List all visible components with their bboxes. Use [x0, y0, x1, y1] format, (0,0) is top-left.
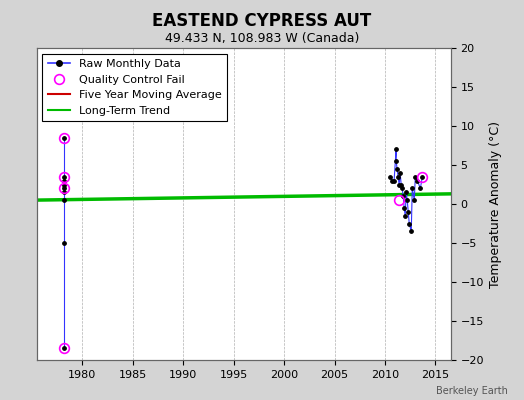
- Point: [392, 158, 400, 164]
- Point: [392, 146, 400, 152]
- Point: [60, 174, 69, 180]
- Point: [60, 181, 69, 188]
- Text: 49.433 N, 108.983 W (Canada): 49.433 N, 108.983 W (Canada): [165, 32, 359, 45]
- Point: [397, 181, 406, 188]
- Point: [413, 178, 421, 184]
- Point: [403, 197, 411, 203]
- Point: [407, 228, 416, 234]
- Point: [393, 166, 401, 172]
- Point: [402, 189, 410, 196]
- Point: [418, 174, 427, 180]
- Point: [395, 181, 403, 188]
- Point: [404, 209, 412, 215]
- Point: [396, 170, 405, 176]
- Point: [399, 193, 407, 199]
- Point: [400, 205, 408, 211]
- Y-axis label: Temperature Anomaly (°C): Temperature Anomaly (°C): [489, 120, 503, 288]
- Point: [60, 197, 69, 203]
- Point: [410, 197, 419, 203]
- Point: [60, 345, 69, 352]
- Point: [390, 178, 398, 184]
- Point: [386, 174, 394, 180]
- Point: [401, 212, 409, 219]
- Point: [405, 220, 413, 227]
- Point: [394, 174, 402, 180]
- Legend: Raw Monthly Data, Quality Control Fail, Five Year Moving Average, Long-Term Tren: Raw Monthly Data, Quality Control Fail, …: [42, 54, 227, 121]
- Point: [416, 185, 424, 192]
- Point: [411, 174, 420, 180]
- Point: [60, 134, 69, 141]
- Point: [388, 178, 396, 184]
- Point: [60, 240, 69, 246]
- Text: EASTEND CYPRESS AUT: EASTEND CYPRESS AUT: [152, 12, 372, 30]
- Point: [60, 178, 69, 184]
- Point: [398, 185, 407, 192]
- Text: Berkeley Earth: Berkeley Earth: [436, 386, 508, 396]
- Point: [60, 189, 69, 196]
- Point: [60, 185, 69, 192]
- Point: [408, 185, 417, 192]
